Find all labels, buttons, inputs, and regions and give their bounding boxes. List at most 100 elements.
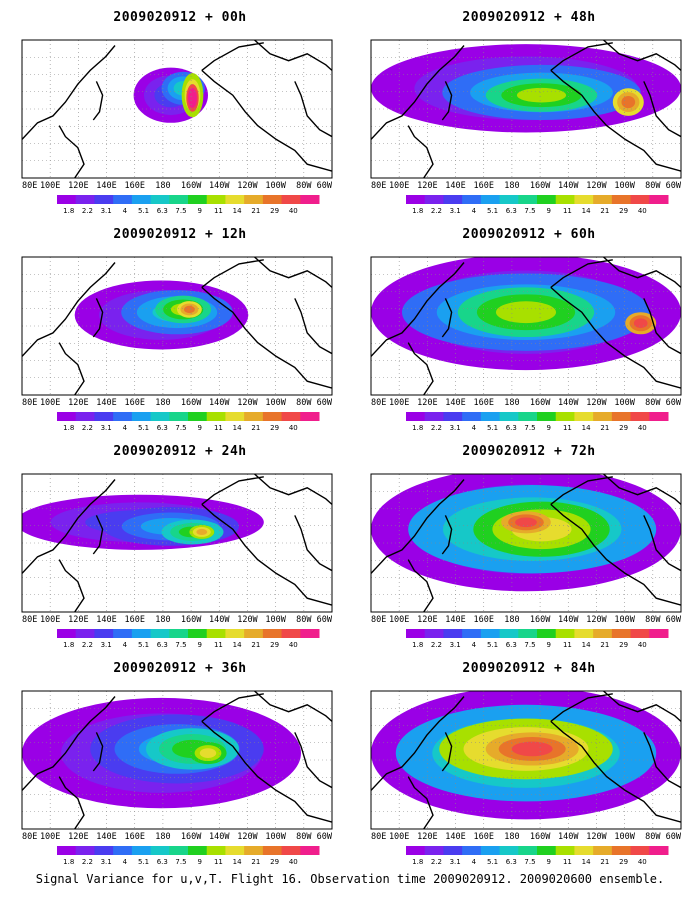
colorbar-swatch [499,195,519,204]
lon-label: 160E [124,832,144,842]
colorbar-swatch [57,846,77,855]
variance-contour [516,87,567,103]
colorbar-label: 6.3 [157,858,168,866]
lon-label: 140W [209,181,230,191]
coastline [550,693,613,722]
map-frame [370,256,682,396]
coastline [603,257,681,288]
colorbar-label: 3.1 [450,858,461,866]
lon-label: 80W [296,615,312,625]
colorbar-swatch [281,195,301,204]
colorbar-label: 4 [123,858,128,866]
colorbar-label: 14 [582,641,591,649]
coastline [643,298,681,355]
colorbar-label: 7.5 [524,641,535,649]
colorbar-label: 11 [214,424,223,432]
colorbar-label: 6.3 [506,207,517,215]
panel-title: 2009020912 + 72h [462,444,596,459]
panel-title: 2009020912 + 60h [462,227,596,242]
colorbar-swatch [131,629,152,638]
variance-contour [196,528,208,535]
lon-label: 100E [40,832,60,842]
colorbar-swatch [188,195,208,204]
colorbar-swatch [94,412,114,421]
map-panel-72h: 2009020912 + 72h 80N70N60N50N40N30N20N10N… [369,442,700,652]
lon-label: 100W [265,181,286,191]
lon-label: 180 [155,832,170,842]
lon-label: 120E [417,398,437,408]
colorbar-label: 11 [214,641,223,649]
colorbar-label: 40 [638,424,647,432]
lon-label: 100E [389,181,409,191]
colorbar-label: 11 [214,858,223,866]
colorbar-label: 29 [619,207,628,215]
coastline [603,40,681,71]
colorbar-label: 5.1 [487,207,498,215]
colorbar-label: 9 [197,858,201,866]
colorbar-swatch [188,412,208,421]
lon-label: 100W [614,398,635,408]
colorbar-label: 4 [472,858,477,866]
colorbar-swatch [113,629,133,638]
colorbar-swatch [262,412,283,421]
colorbar-label: 2.2 [431,207,442,215]
colorbar-swatch [574,629,594,638]
colorbar-swatch [206,846,226,855]
colorbar-swatch [518,629,538,638]
colorbar-swatch [480,846,501,855]
coastline [294,515,332,572]
variance-map: 80N70N60N50N40N30N20N10NEQ80E100E120E140… [21,473,333,649]
colorbar-label: 7.5 [175,858,186,866]
colorbar-label: 29 [619,858,628,866]
colorbar-swatch [574,412,594,421]
panel-title: 2009020912 + 48h [462,10,596,25]
colorbar-label: 3.1 [101,641,112,649]
map-panel-00h: 2009020912 + 00h80N70N60N50N40N30N20N10N… [20,8,355,218]
lon-label: 160W [530,181,551,191]
lon-label: 60W [317,398,333,408]
lon-label: 80E [371,181,386,191]
colorbar-swatch [169,412,189,421]
lon-label: 180 [504,832,519,842]
colorbar-swatch [424,846,444,855]
colorbar-label: 3.1 [450,641,461,649]
colorbar-label: 40 [289,207,298,215]
colorbar-swatch [462,629,482,638]
colorbar-label: 7.5 [524,207,535,215]
lon-label: 60W [666,181,682,191]
colorbar-swatch [518,846,538,855]
coastline [550,259,613,288]
colorbar-label: 21 [251,207,260,215]
colorbar-label: 1.8 [412,641,423,649]
colorbar-label: 14 [233,207,242,215]
map-frame [21,256,333,396]
colorbar-swatch [574,195,594,204]
colorbar-swatch [537,412,557,421]
lon-label: 140E [96,398,116,408]
colorbar-label: 7.5 [524,424,535,432]
lon-label: 140W [558,181,579,191]
coastline [92,732,104,772]
lon-label: 120E [417,832,437,842]
colorbar-swatch [300,629,320,638]
lon-label: 120E [417,181,437,191]
colorbar-label: 5.1 [487,858,498,866]
colorbar-label: 7.5 [524,858,535,866]
colorbar-label: 40 [289,858,298,866]
lon-label: 140E [445,181,465,191]
colorbar-swatch [406,195,426,204]
coastline [58,776,85,829]
variance-map: 80N70N60N50N40N30N20N10NEQ80E100E120E140… [370,39,682,215]
lon-label: 140W [558,398,579,408]
colorbar-swatch [300,846,320,855]
lon-label: 160E [473,832,493,842]
lon-label: 120E [68,181,88,191]
lon-label: 180 [155,615,170,625]
variance-map: 80N70N60N50N40N30N20N10NEQ80E100E120E140… [370,473,682,649]
coastline [92,298,104,338]
colorbar-label: 7.5 [175,641,186,649]
lon-label: 180 [504,615,519,625]
colorbar-swatch [630,412,650,421]
colorbar-swatch [75,846,95,855]
lon-label: 80W [296,181,312,191]
